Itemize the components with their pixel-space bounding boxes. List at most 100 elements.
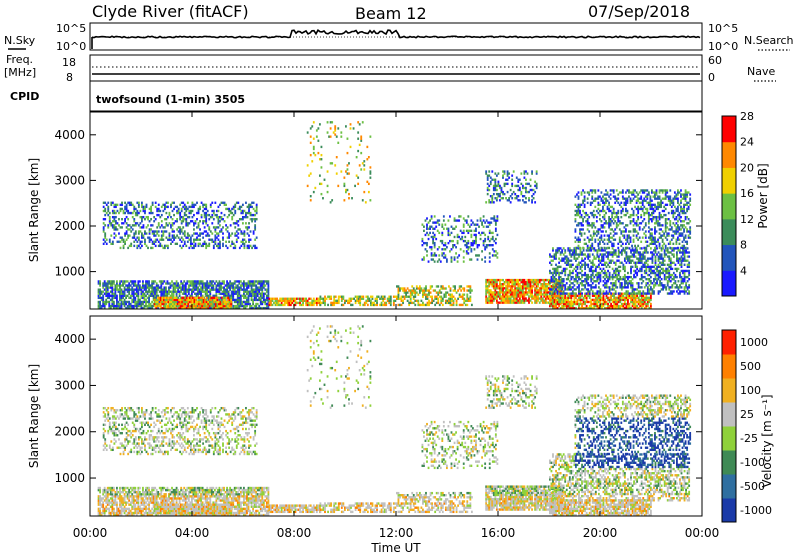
power-cell	[132, 280, 135, 283]
power-cell	[264, 302, 267, 306]
power-cell	[579, 240, 581, 243]
power-cell	[117, 302, 120, 306]
power-cell	[601, 298, 603, 302]
power-cell	[651, 205, 653, 209]
power-cell	[333, 297, 336, 300]
power-cell	[648, 306, 651, 310]
power-cell	[631, 265, 634, 269]
power-cell	[506, 301, 509, 304]
power-cell	[668, 286, 671, 289]
power-cell	[660, 199, 663, 202]
power-cell	[253, 298, 256, 302]
power-cell	[302, 303, 304, 307]
power-cell	[154, 292, 157, 295]
power-cell	[558, 265, 561, 269]
power-cell	[491, 285, 494, 288]
power-cell	[602, 290, 605, 293]
power-cell	[154, 294, 157, 297]
power-cell	[489, 291, 492, 294]
power-cell	[485, 289, 488, 292]
power-cell	[383, 297, 386, 300]
power-cell	[99, 292, 102, 295]
power-cell	[109, 304, 112, 308]
power-cell	[296, 297, 298, 300]
power-cell	[226, 286, 228, 289]
power-cell	[604, 271, 606, 275]
power-cell	[426, 293, 429, 296]
power-cell	[177, 286, 180, 289]
power-cell	[562, 269, 565, 273]
power-cell	[573, 247, 576, 250]
power-cell	[259, 302, 262, 306]
power-cell	[449, 287, 452, 290]
power-cell	[580, 193, 583, 196]
power-cell	[658, 195, 661, 198]
power-cell	[204, 302, 207, 306]
power-cell	[241, 294, 244, 297]
power-cell	[492, 280, 495, 284]
power-cell	[359, 303, 362, 307]
power-cell	[592, 222, 595, 225]
power-cell	[681, 234, 684, 237]
power-cell	[614, 296, 617, 300]
power-cell	[420, 303, 423, 307]
power-cell	[642, 296, 645, 300]
power-cell	[489, 280, 492, 284]
power-cell	[614, 261, 617, 264]
power-cell	[236, 294, 239, 297]
power-cell	[679, 249, 681, 252]
power-cell	[426, 301, 429, 305]
power-cell	[392, 295, 395, 298]
power-cell	[509, 291, 512, 294]
power-cell	[680, 199, 682, 202]
power-cell	[164, 290, 167, 293]
power-cell	[555, 300, 557, 304]
power-cell	[458, 285, 461, 288]
power-cell	[625, 261, 628, 264]
power-cell	[611, 253, 614, 256]
power-cell	[494, 285, 497, 288]
power-cell	[142, 286, 144, 289]
power-cell	[256, 286, 259, 289]
power-cell	[590, 298, 593, 302]
power-cell	[634, 296, 637, 300]
power-cell	[593, 280, 596, 283]
power-cell	[168, 288, 170, 291]
power-cell	[593, 275, 596, 279]
power-cell	[587, 306, 590, 310]
power-cell	[668, 251, 671, 254]
power-cell	[611, 267, 614, 271]
power-cell	[514, 293, 517, 296]
power-cell	[639, 294, 642, 297]
power-cell	[485, 301, 488, 304]
power-cell	[229, 288, 232, 291]
power-cell	[672, 249, 675, 252]
power-cell	[588, 230, 591, 233]
power-cell	[623, 275, 626, 279]
power-cell	[633, 249, 635, 252]
power-cell	[630, 259, 632, 262]
power-cell	[163, 288, 166, 291]
power-cell	[576, 300, 579, 304]
power-cell	[581, 269, 583, 273]
power-cell	[552, 306, 554, 310]
power-cell	[243, 296, 245, 300]
power-cell	[250, 284, 253, 287]
power-cell	[209, 288, 212, 291]
power-cell	[559, 298, 562, 302]
power-cell	[187, 288, 190, 291]
power-cell	[571, 286, 574, 289]
power-cell	[116, 282, 118, 285]
power-cell	[680, 257, 683, 260]
power-cell	[195, 298, 197, 302]
power-cell	[651, 265, 654, 269]
power-cell	[538, 297, 541, 300]
power-cell	[537, 278, 540, 282]
power-cell	[626, 199, 629, 202]
power-cell	[637, 300, 640, 304]
power-cell	[116, 222, 119, 225]
power-cell	[409, 299, 412, 303]
power-cell	[623, 280, 626, 283]
power-cell	[634, 292, 637, 295]
power-cell	[581, 294, 583, 297]
